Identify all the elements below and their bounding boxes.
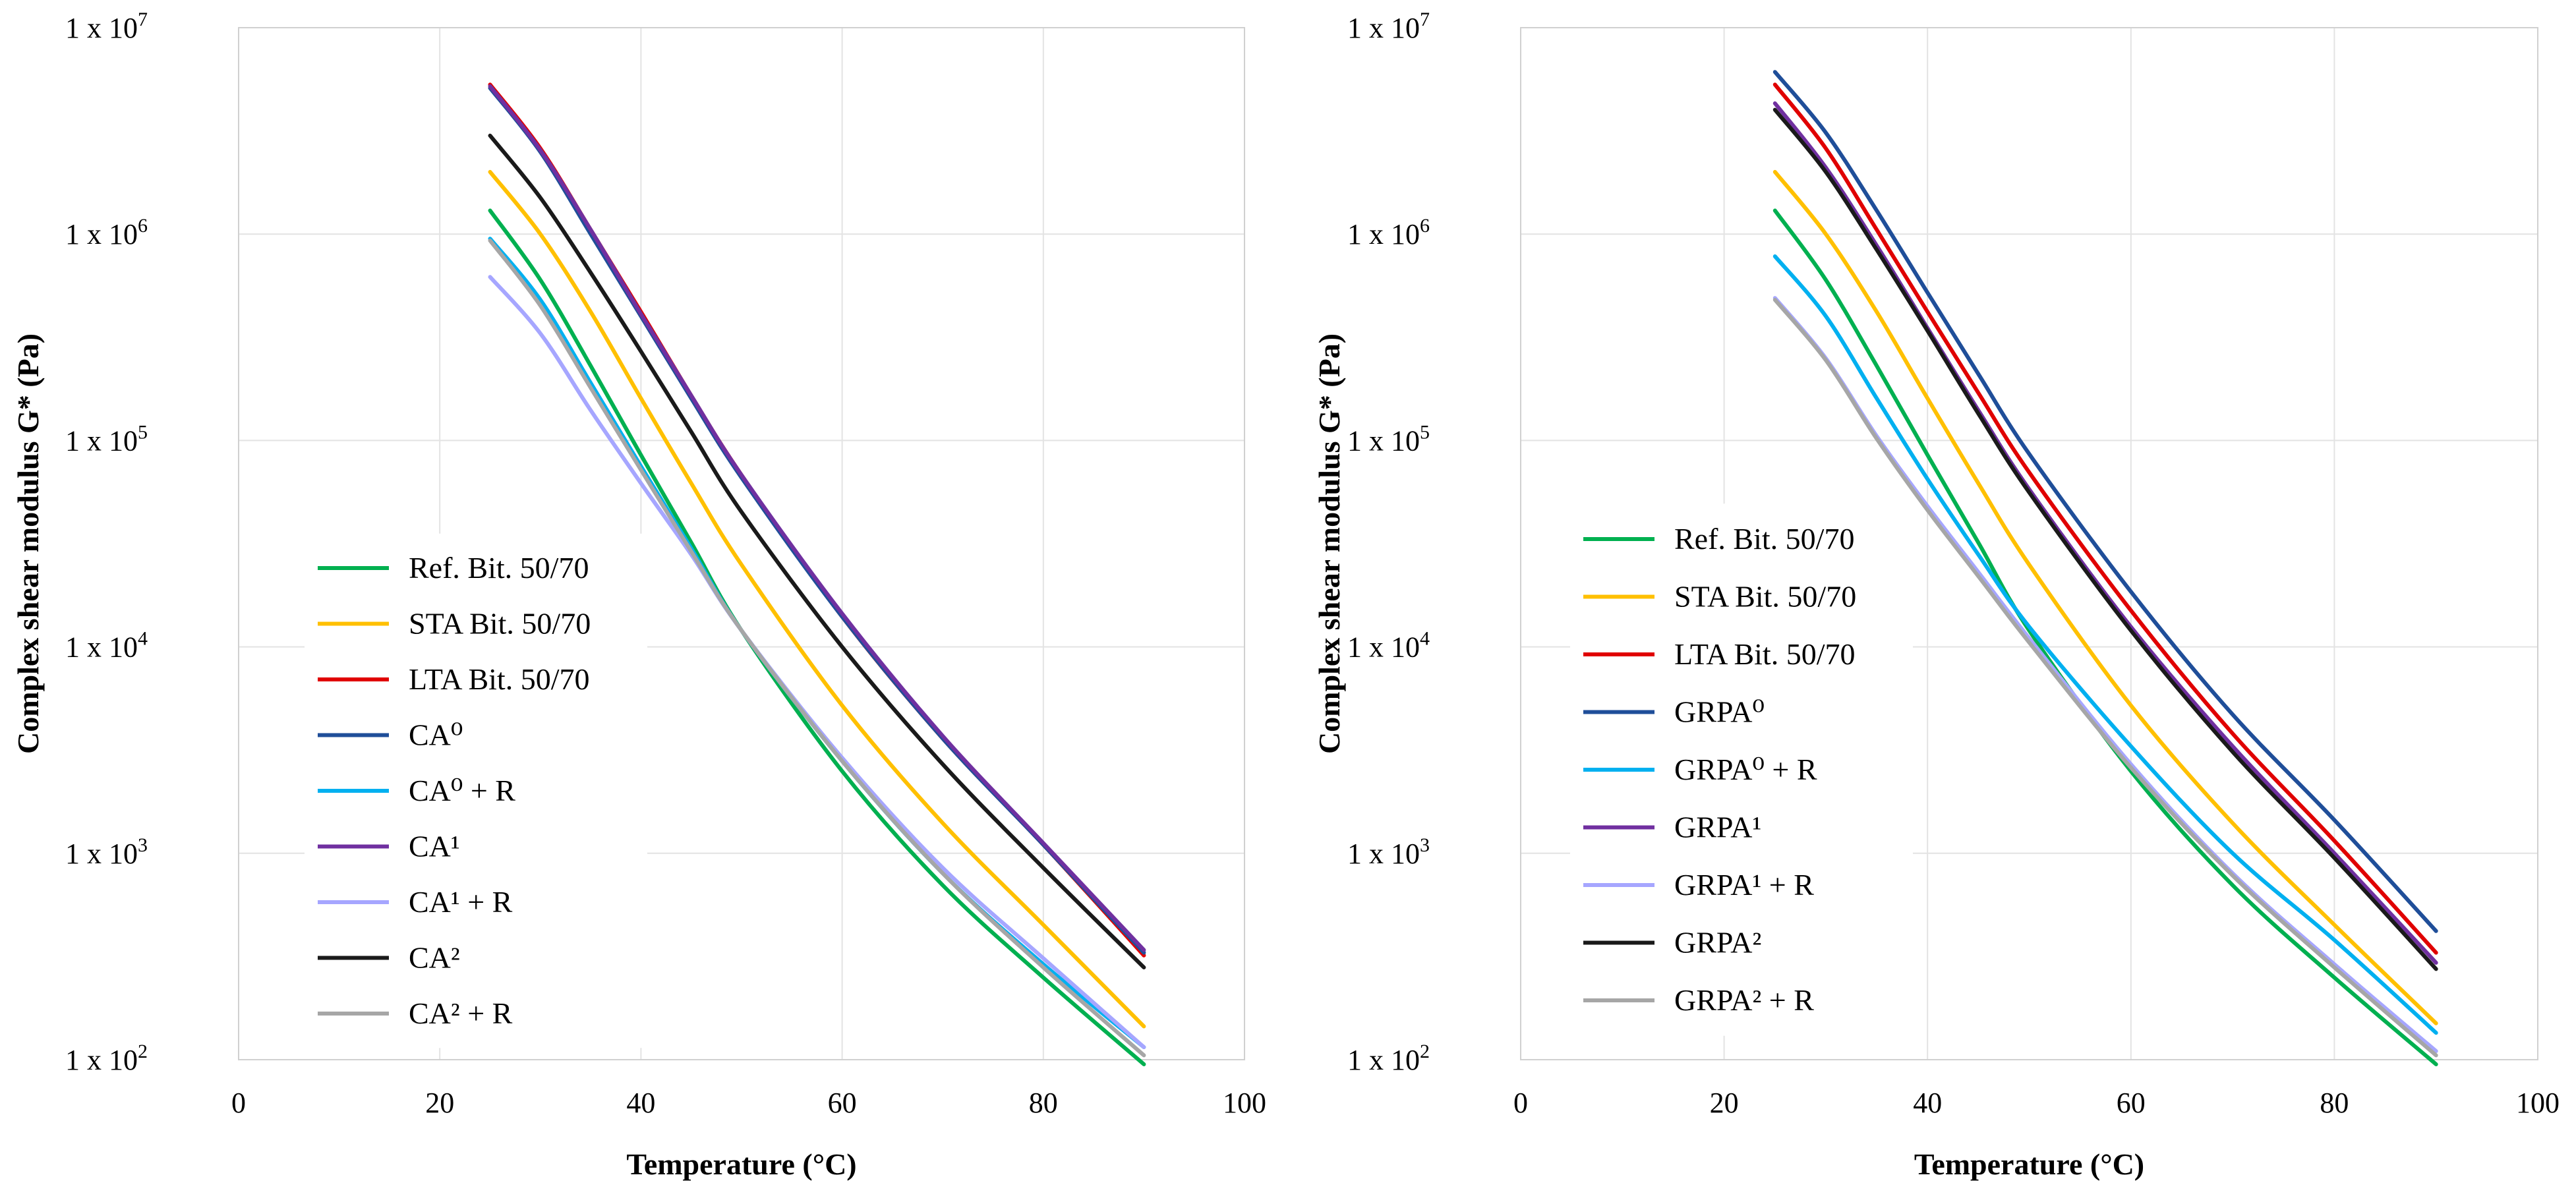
series-line-3 xyxy=(1772,82,2438,955)
x-tick-label: 80 xyxy=(2320,1087,2349,1119)
chart-panel-left: 0 20 40 60 80 100 1 x 102 1 x 103 1 x 104 1 x 105… xyxy=(11,9,1266,1181)
legend-label: Ref. Bit. 50/70 xyxy=(1674,522,1854,556)
legend-item: GRPA² + R xyxy=(1583,983,1814,1017)
legend-label: CA⁰ + R xyxy=(409,774,515,807)
legend-item: GRPA¹ xyxy=(1583,811,1761,844)
legend: Ref. Bit. 50/70 STA Bit. 50/70 LTA Bit. 50… xyxy=(305,533,647,1048)
plot-area-border xyxy=(238,27,1245,1060)
legend-label: GRPA⁰ xyxy=(1674,695,1765,729)
legend-label: GRPA¹ xyxy=(1674,811,1761,844)
x-tick-label: 100 xyxy=(1223,1087,1266,1119)
legend-label: GRPA⁰ + R xyxy=(1674,753,1817,786)
legend-label: GRPA¹ + R xyxy=(1674,868,1814,902)
legend-item: Ref. Bit. 50/70 xyxy=(1583,522,1854,556)
chart-panel-right: 0 20 40 60 80 100 1 x 102 1 x 103 1 x 104 1 x 105… xyxy=(1312,9,2560,1181)
legend-label: CA¹ xyxy=(409,830,460,863)
legend-item: CA¹ + R xyxy=(318,885,513,919)
legend-label: CA² + R xyxy=(409,996,513,1030)
legend-label: LTA Bit. 50/70 xyxy=(409,662,590,696)
legend-item: GRPA⁰ xyxy=(1583,695,1765,729)
series-lines xyxy=(488,82,1146,1066)
series-line-5 xyxy=(1772,254,2438,1035)
legend-item: Ref. Bit. 50/70 xyxy=(318,551,589,585)
y-tick-label: 1 x 105 xyxy=(65,421,148,457)
y-tick-label: 1 x 103 xyxy=(1347,834,1430,870)
series-line-6 xyxy=(488,84,1146,952)
legend-label: Ref. Bit. 50/70 xyxy=(409,551,589,585)
plot-area-border xyxy=(1520,27,2538,1060)
y-tick-label: 1 x 107 xyxy=(1347,9,1430,44)
x-tick-label: 0 xyxy=(231,1087,246,1119)
series-lines xyxy=(1772,70,2438,1066)
legend-item: LTA Bit. 50/70 xyxy=(318,662,590,696)
legend-label: CA⁰ xyxy=(409,718,463,752)
y-tick-label: 1 x 106 xyxy=(1347,215,1430,250)
legend-item: STA Bit. 50/70 xyxy=(318,607,591,641)
legend-label: GRPA² xyxy=(1674,926,1761,960)
legend-item: GRPA¹ + R xyxy=(1583,868,1814,902)
x-axis-title: Temperature (°C) xyxy=(626,1147,856,1181)
legend-label: STA Bit. 50/70 xyxy=(409,607,591,641)
legend-label: CA¹ + R xyxy=(409,885,513,919)
y-tick-label: 1 x 102 xyxy=(1347,1041,1430,1076)
x-axis-title: Temperature (°C) xyxy=(1914,1147,2144,1181)
y-tick-label: 1 x 102 xyxy=(65,1041,148,1076)
series-line-8 xyxy=(1772,107,2438,971)
legend-item: GRPA² xyxy=(1583,926,1761,960)
legend-item: CA¹ xyxy=(318,830,460,863)
x-tick-label: 40 xyxy=(626,1087,655,1119)
y-tick-label: 1 x 104 xyxy=(1347,628,1430,664)
y-tick-label: 1 x 104 xyxy=(65,628,148,664)
legend-label: GRPA² + R xyxy=(1674,983,1814,1017)
legend-label: LTA Bit. 50/70 xyxy=(1674,637,1856,671)
series-line-8 xyxy=(488,133,1146,969)
y-tick-label: 1 x 107 xyxy=(65,9,148,44)
legend-item: STA Bit. 50/70 xyxy=(1583,580,1856,614)
legend-item: CA² + R xyxy=(318,996,513,1030)
legend-item: CA² xyxy=(318,941,460,975)
legend-item: CA⁰ xyxy=(318,718,463,752)
x-tick-label: 60 xyxy=(828,1087,857,1119)
y-axis-title: Complex shear modulus G* (Pa) xyxy=(11,333,45,754)
x-tick-label: 80 xyxy=(1029,1087,1058,1119)
series-line-9 xyxy=(488,239,1146,1058)
series-line-9 xyxy=(1772,298,2438,1058)
x-tick-label: 100 xyxy=(2516,1087,2560,1119)
series-line-2 xyxy=(1772,169,2438,1025)
x-tick-label: 60 xyxy=(2117,1087,2146,1119)
legend-label: CA² xyxy=(409,941,460,975)
series-line-2 xyxy=(488,169,1146,1029)
y-tick-label: 1 x 106 xyxy=(65,215,148,250)
series-line-4 xyxy=(1772,70,2438,933)
y-tick-label: 1 x 105 xyxy=(1347,421,1430,457)
x-tick-label: 20 xyxy=(425,1087,454,1119)
legend-item: CA⁰ + R xyxy=(318,774,515,807)
legend-label: STA Bit. 50/70 xyxy=(1674,580,1856,614)
legend: Ref. Bit. 50/70 STA Bit. 50/70 LTA Bit. 50… xyxy=(1570,503,1913,1036)
x-tick-label: 40 xyxy=(1913,1087,1942,1119)
y-tick-label: 1 x 103 xyxy=(65,834,148,870)
legend-item: GRPA⁰ + R xyxy=(1583,753,1817,786)
x-tick-label: 0 xyxy=(1513,1087,1528,1119)
x-tick-label: 20 xyxy=(1710,1087,1739,1119)
y-axis-title: Complex shear modulus G* (Pa) xyxy=(1312,333,1346,754)
legend-item: LTA Bit. 50/70 xyxy=(1583,637,1856,671)
